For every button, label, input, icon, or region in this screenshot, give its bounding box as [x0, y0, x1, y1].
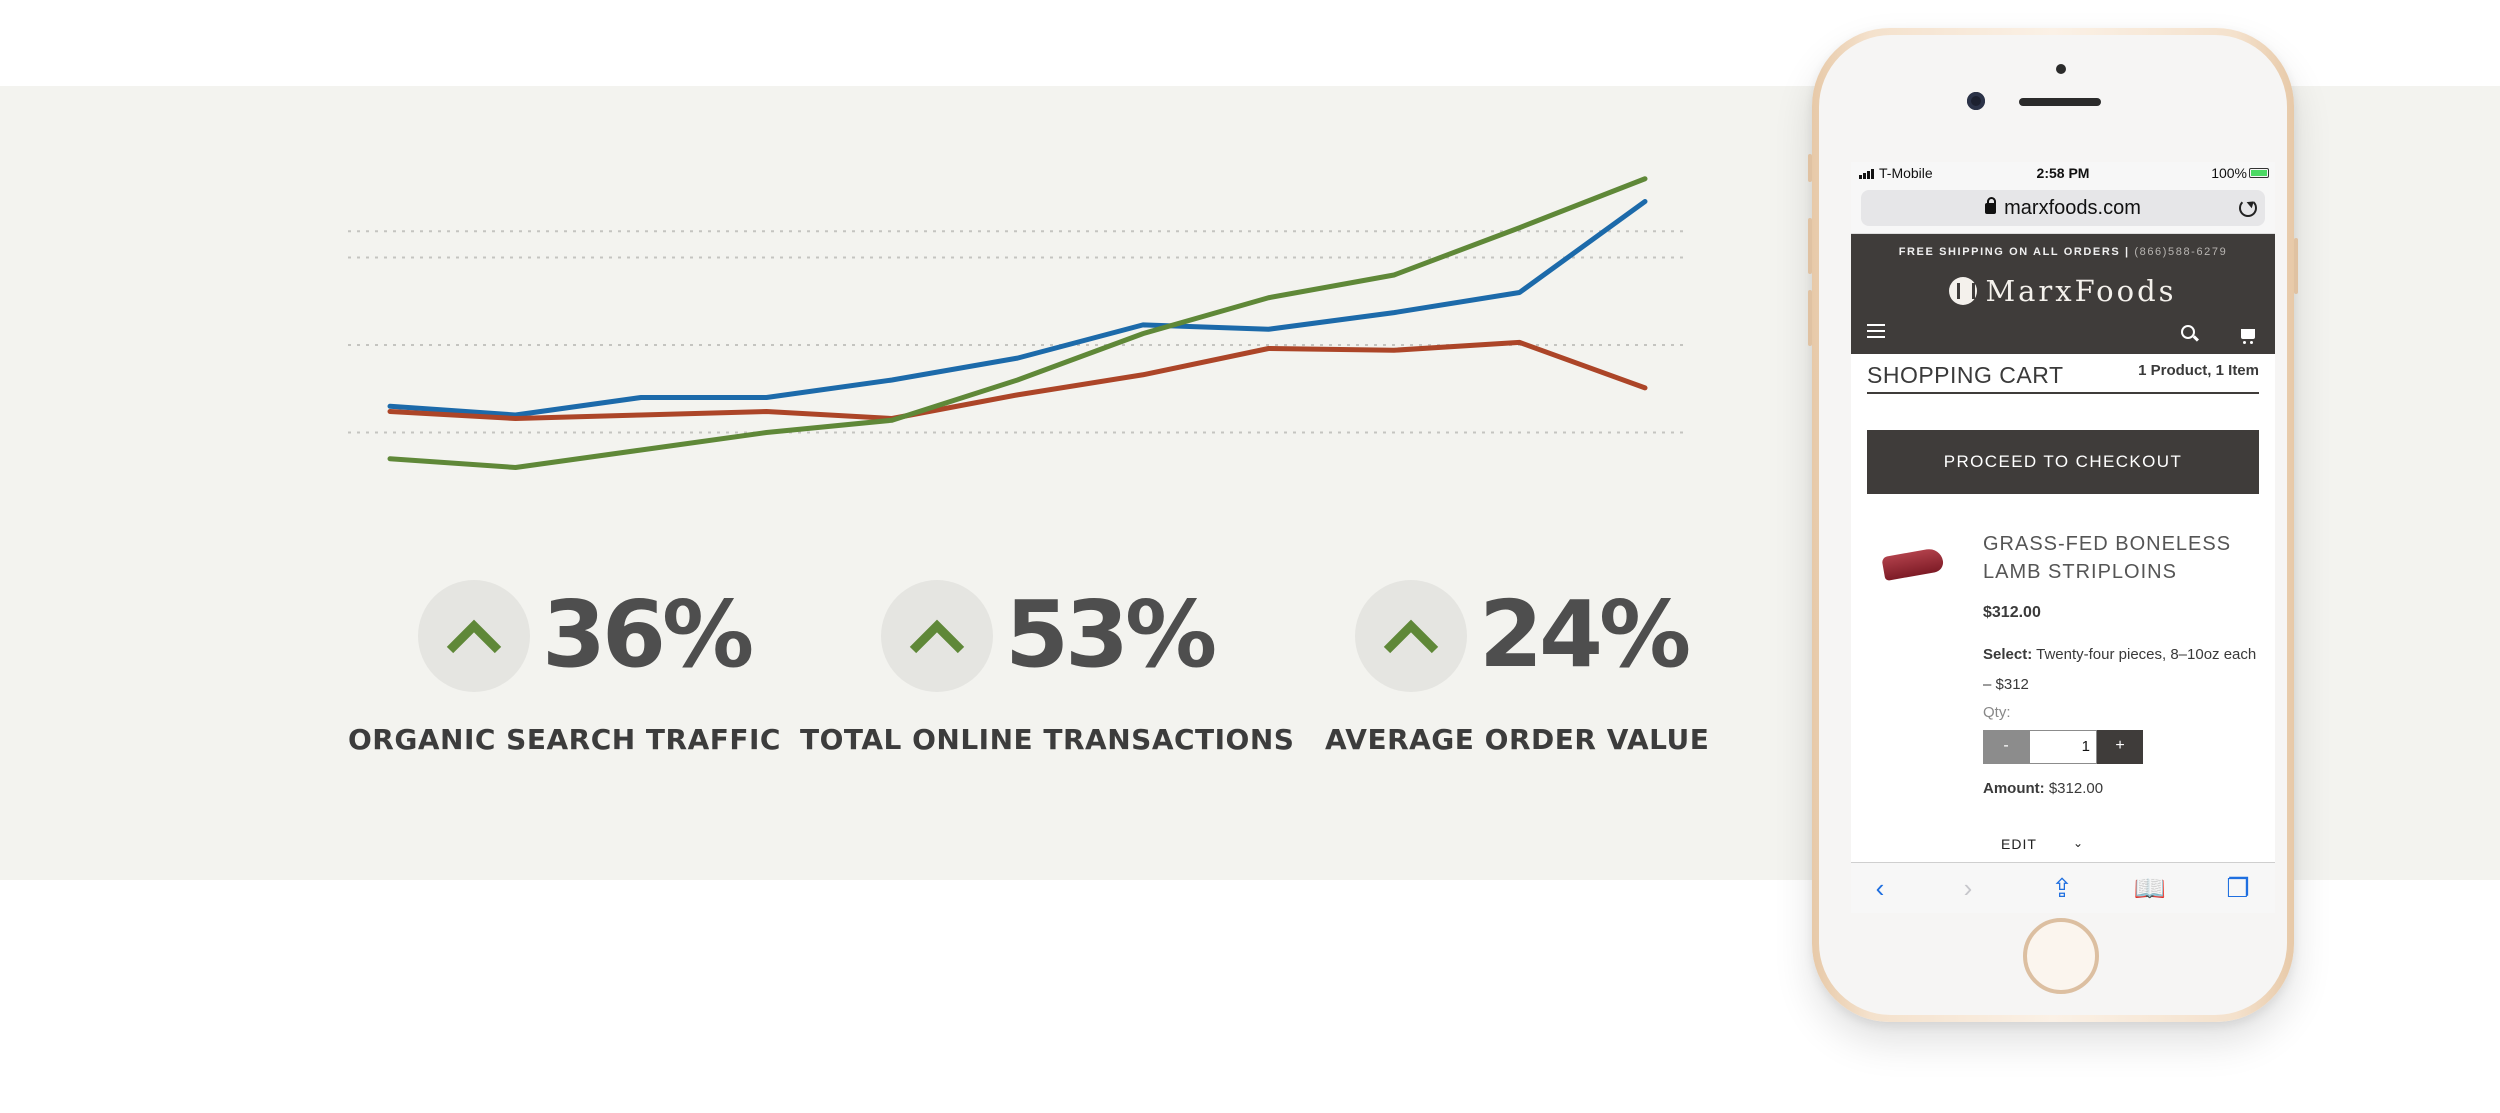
up-chevron-circle — [881, 580, 993, 692]
status-time: 2:58 PM — [2036, 165, 2090, 181]
chart-series — [387, 176, 1648, 470]
bookmarks-icon[interactable]: 📖 — [2133, 873, 2167, 903]
chevron-up-icon — [1383, 619, 1439, 654]
tabs-icon[interactable]: ❐ — [2226, 873, 2250, 903]
proceed-to-checkout-button[interactable]: PROCEED TO CHECKOUT — [1867, 430, 2259, 494]
fork-logo-icon — [1949, 277, 1978, 305]
back-icon[interactable]: ‹ — [1875, 873, 1885, 903]
series-line-2 — [387, 176, 1648, 470]
chart-grid — [348, 230, 1685, 434]
stat-value: 53% — [1005, 581, 1217, 688]
chevron-up-icon — [446, 619, 502, 654]
front-camera — [1967, 92, 1985, 110]
series-line-0 — [387, 199, 1648, 418]
cart-icon[interactable] — [2241, 329, 2255, 344]
cart-count: 1 Product, 1 Item — [2138, 362, 2259, 379]
amount-value: $312.00 — [2048, 780, 2104, 797]
reload-icon[interactable] — [2239, 199, 2257, 217]
up-chevron-circle — [1355, 580, 1467, 692]
logo-text: MarxFoods — [1985, 274, 2177, 308]
product-name[interactable]: GRASS-FED BONELESS LAMB STRIPLOINS — [1983, 533, 2232, 583]
product-image[interactable] — [1881, 546, 1945, 582]
promo-text: FREE SHIPPING ON ALL ORDERS | — [1898, 246, 2130, 258]
site-logo[interactable]: MarxFoods — [1851, 274, 2275, 308]
volume-up-button — [1808, 218, 1812, 274]
chevron-up-icon — [909, 619, 965, 654]
share-icon[interactable]: ⇪ — [2051, 873, 2073, 903]
stat-value: 36% — [542, 581, 754, 688]
series-line-1 — [387, 339, 1648, 421]
cart-header: SHOPPING CART 1 Product, 1 Item — [1867, 358, 2259, 394]
earpiece-speaker — [2019, 98, 2101, 106]
qty-input[interactable]: 1 — [2029, 730, 2097, 764]
chevron-down-icon[interactable]: ⌄ — [2073, 836, 2084, 850]
promo-phone[interactable]: (866)588-6279 — [2134, 246, 2228, 258]
url-text: marxfoods.com — [2004, 197, 2141, 219]
battery-percent: 100% — [2211, 165, 2247, 181]
home-button[interactable] — [2023, 918, 2099, 994]
quantity-stepper: - 1 + — [1983, 730, 2143, 764]
search-icon[interactable] — [2181, 325, 2195, 339]
select-label: Select: — [1983, 646, 2033, 663]
product-select: Select: Twenty-four pieces, 8–10oz each … — [1983, 640, 2265, 700]
lock-icon — [1985, 197, 1997, 214]
site-header: FREE SHIPPING ON ALL ORDERS | (866)588-6… — [1851, 234, 2275, 354]
mute-switch — [1808, 154, 1812, 182]
carrier: T-Mobile — [1859, 165, 1933, 182]
menu-icon[interactable] — [1867, 324, 1885, 338]
edit-button[interactable]: EDIT — [2001, 836, 2037, 852]
line-amount: Amount: $312.00 — [1983, 780, 2103, 797]
select-value: Twenty-four pieces, 8–10oz each – $312 — [1983, 646, 2257, 693]
phone-screen: T-Mobile 2:58 PM 100% marxfoods.com FREE… — [1851, 162, 2275, 913]
qty-label: Qty: — [1983, 704, 2011, 721]
stat-label: ORGANIC SEARCH TRAFFIC — [348, 723, 781, 756]
cart-title: SHOPPING CART — [1867, 362, 2064, 388]
qty-decrease-button[interactable]: - — [1983, 730, 2029, 764]
browser-address-area: marxfoods.com — [1851, 184, 2275, 234]
safari-toolbar: ‹ › ⇪ 📖 ❐ — [1851, 862, 2275, 913]
carrier-label: T-Mobile — [1879, 165, 1933, 181]
phone-face: T-Mobile 2:58 PM 100% marxfoods.com FREE… — [1819, 35, 2287, 1015]
up-chevron-circle — [418, 580, 530, 692]
stat-label: TOTAL ONLINE TRANSACTIONS — [800, 723, 1295, 756]
line-chart — [348, 176, 1685, 470]
signal-icon — [1859, 166, 1875, 182]
qty-increase-button[interactable]: + — [2097, 730, 2143, 764]
battery-icon — [2249, 168, 2269, 178]
stat-label: AVERAGE ORDER VALUE — [1325, 723, 1710, 756]
sensor-dot — [2056, 64, 2066, 74]
status-bar: T-Mobile 2:58 PM 100% — [1851, 162, 2275, 184]
forward-icon[interactable]: › — [1963, 873, 1973, 903]
phone-mockup: T-Mobile 2:58 PM 100% marxfoods.com FREE… — [1808, 28, 2298, 1022]
amount-label: Amount: — [1983, 780, 2045, 797]
stat-value: 24% — [1479, 581, 1691, 688]
product-price: $312.00 — [1983, 604, 2041, 621]
volume-down-button — [1808, 290, 1812, 346]
address-bar[interactable]: marxfoods.com — [1861, 190, 2265, 226]
power-button — [2294, 238, 2298, 294]
promo-banner: FREE SHIPPING ON ALL ORDERS | (866)588-6… — [1851, 246, 2275, 258]
